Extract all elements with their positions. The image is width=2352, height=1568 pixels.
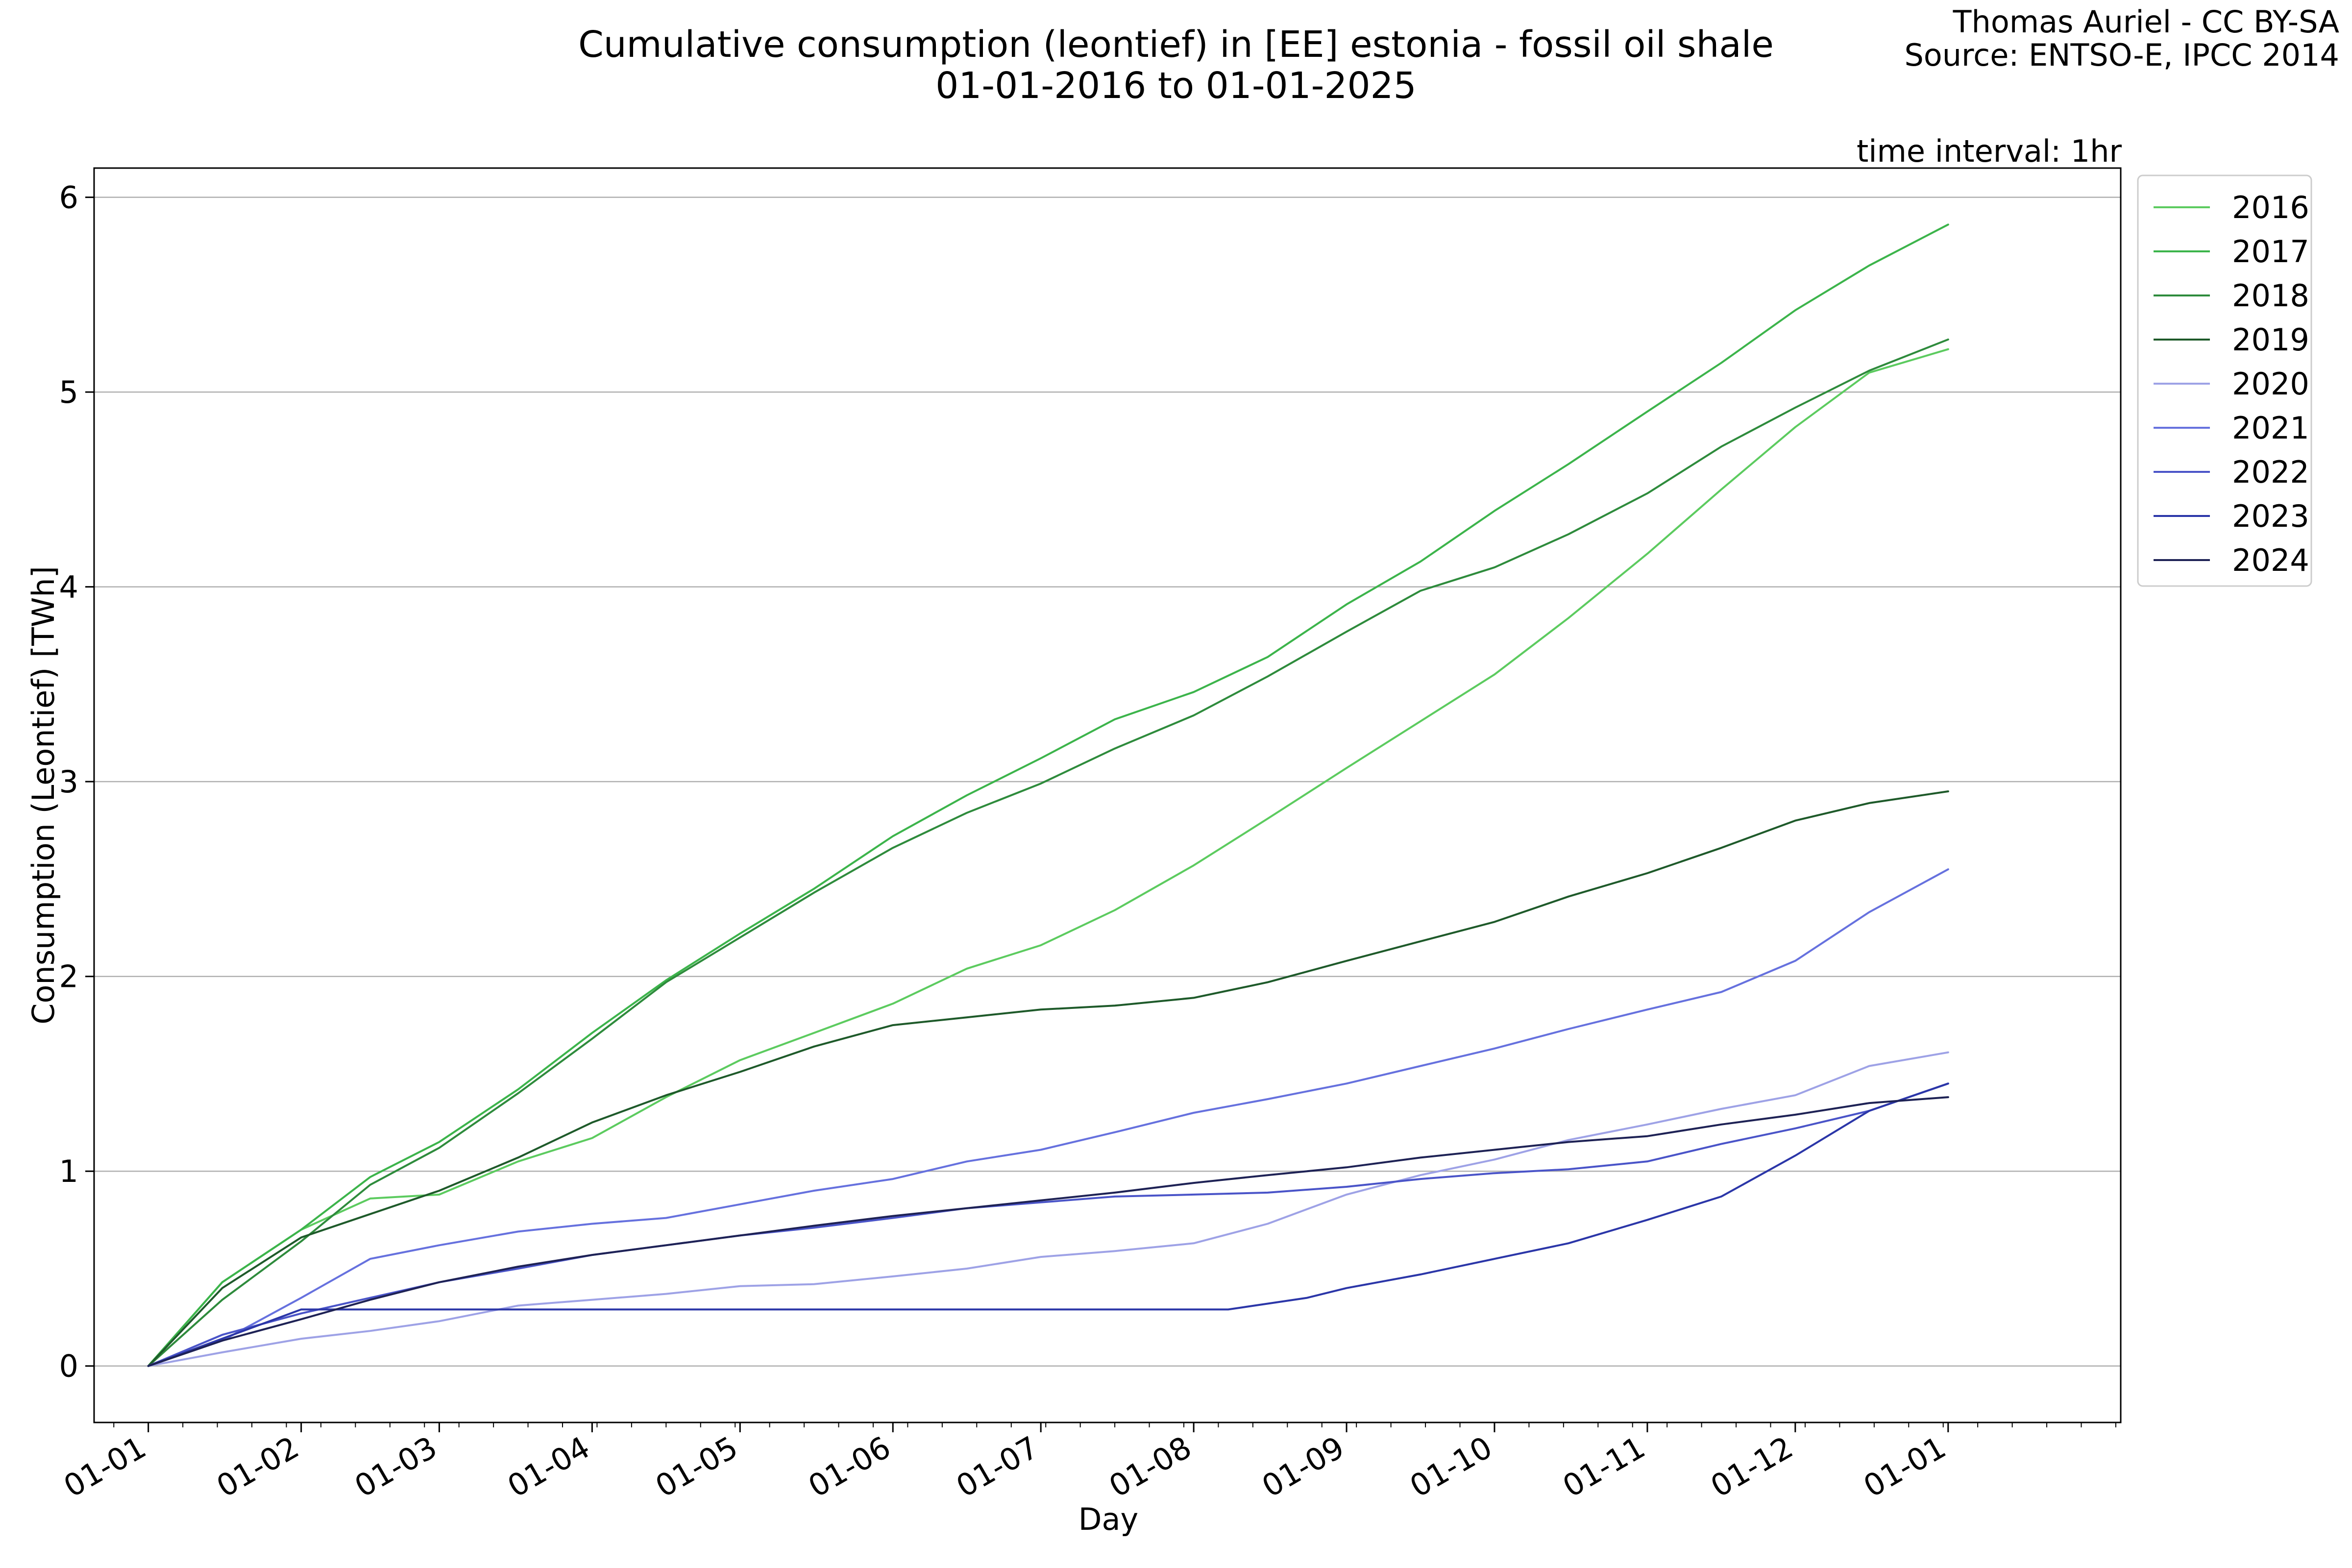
y-axis-label: Consumption (Leontief) [TWh] <box>25 566 61 1025</box>
y-tick-label: 3 <box>59 764 78 800</box>
chart-title-line2: 01-01-2016 to 01-01-2025 <box>935 65 1416 107</box>
y-tick-label: 1 <box>59 1153 78 1189</box>
y-gridlines <box>94 196 2121 1367</box>
y-axis: 0 1 2 3 4 5 6 <box>59 180 94 1384</box>
series-line-2016 <box>147 348 1949 1367</box>
x-axis-label: Day <box>1078 1501 1138 1537</box>
series-line-2024 <box>147 1096 1949 1367</box>
legend-label-2020: 2020 <box>2232 366 2309 402</box>
y-tick-label: 4 <box>59 569 78 605</box>
chart-title-line1: Cumulative consumption (leontief) in [EE… <box>578 24 1774 66</box>
legend-label-2023: 2023 <box>2232 498 2309 534</box>
legend-box <box>2137 174 2312 587</box>
y-tick-label: 2 <box>59 959 78 995</box>
legend-label-2021: 2021 <box>2232 410 2309 446</box>
legend-label-2024: 2024 <box>2232 542 2309 578</box>
plot-lines <box>147 223 1949 1367</box>
legend-label-2017: 2017 <box>2232 234 2309 270</box>
plot-frame <box>93 167 2122 1423</box>
legend: 2016 2017 2018 2019 2020 2021 2022 2023 2024 <box>2137 174 2312 587</box>
credit-source: Source: ENTSO-E, IPCC 2014 <box>1904 37 2339 73</box>
credit-author: Thomas Auriel - CC BY-SA <box>1953 4 2339 40</box>
y-tick-label: 6 <box>59 180 78 216</box>
series-line-2019 <box>147 790 1949 1367</box>
series-line-2023 <box>147 1082 1949 1367</box>
legend-label-2018: 2018 <box>2232 278 2309 314</box>
series-line-2021 <box>147 868 1949 1367</box>
legend-label-2016: 2016 <box>2232 190 2309 225</box>
series-line-2020 <box>147 1051 1949 1367</box>
y-tick-label: 0 <box>59 1348 78 1384</box>
y-tick-label: 5 <box>59 374 78 410</box>
series-line-2017 <box>147 223 1949 1367</box>
legend-label-2019: 2019 <box>2232 322 2309 358</box>
legend-label-2022: 2022 <box>2232 454 2309 490</box>
time-interval-note: time interval: 1hr <box>1857 133 2122 169</box>
series-line-2018 <box>147 338 1949 1367</box>
